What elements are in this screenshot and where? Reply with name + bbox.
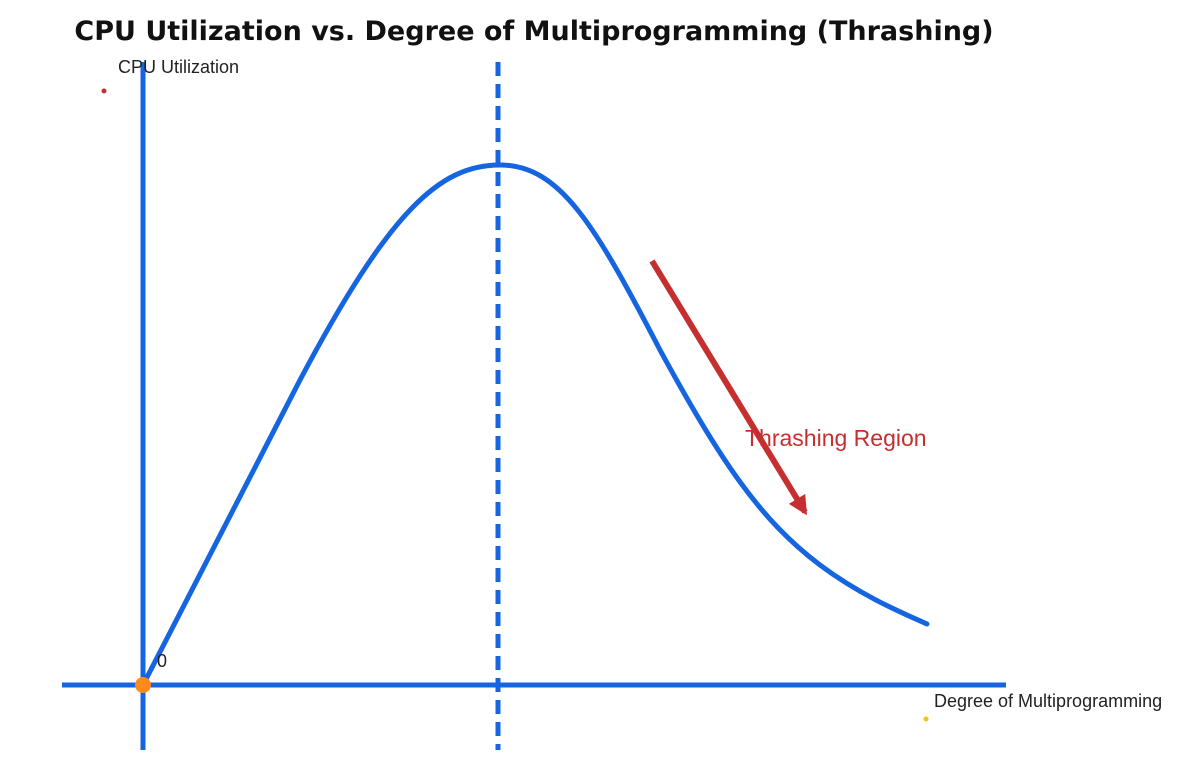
y-axis-label: CPU Utilization xyxy=(118,57,239,77)
thrashing-region-label: Thrashing Region xyxy=(745,425,927,451)
diagram-title: CPU Utilization vs. Degree of Multiprogr… xyxy=(74,16,993,47)
origin-marker xyxy=(135,677,151,693)
x-axis-dot xyxy=(923,716,929,722)
origin-label: 0 xyxy=(157,651,167,671)
x-axis-label: Degree of Multiprogramming xyxy=(934,691,1162,711)
thrashing-arrow xyxy=(649,259,808,516)
utilization-curve xyxy=(140,162,930,688)
y-axis-dot xyxy=(101,88,107,94)
